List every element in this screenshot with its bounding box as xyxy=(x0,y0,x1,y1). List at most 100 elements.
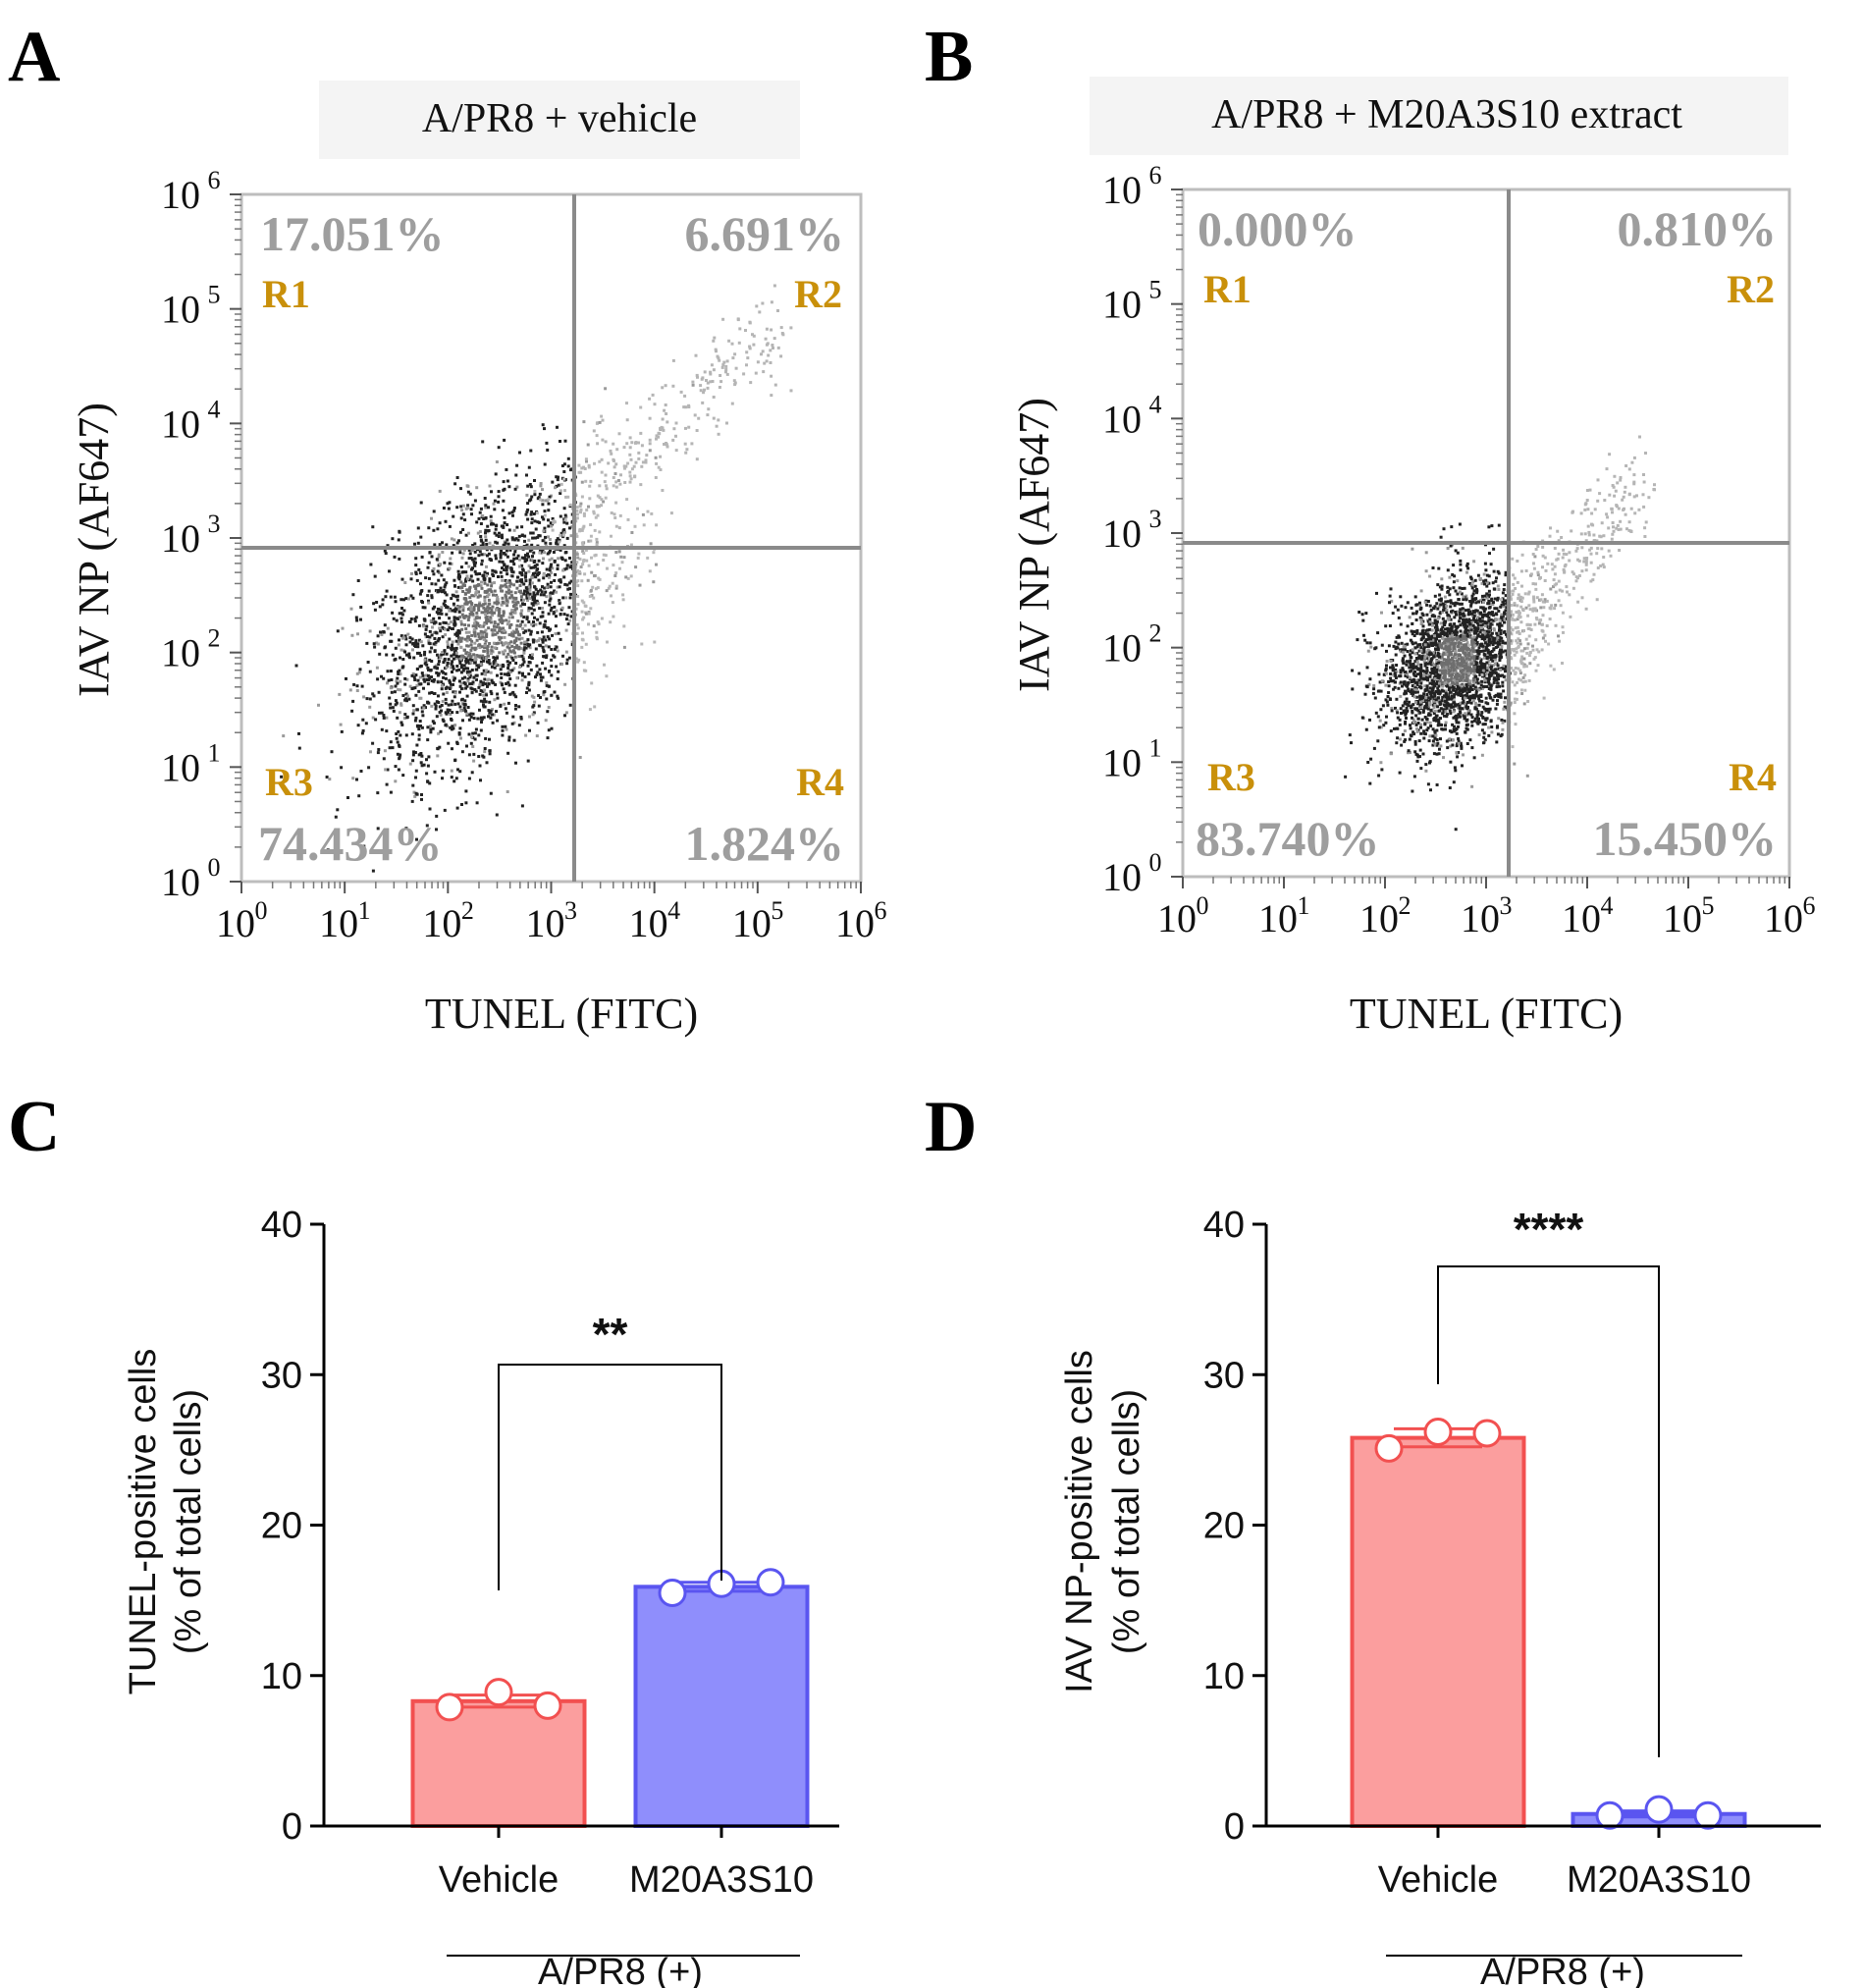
flow-event-dot xyxy=(1502,674,1506,678)
flow-event-dot xyxy=(595,630,599,634)
flow-event-dot xyxy=(1457,725,1460,728)
flow-event-dot xyxy=(450,620,453,624)
flow-event-dot xyxy=(575,516,579,520)
flow-event-dot xyxy=(564,650,568,654)
flow-event-dot xyxy=(434,704,438,708)
flow-event-dot xyxy=(1490,599,1494,602)
flow-event-dot xyxy=(1439,603,1443,607)
flow-event-dot xyxy=(414,564,418,567)
flow-event-dot xyxy=(438,745,442,749)
flow-event-dot xyxy=(484,613,488,616)
flow-event-dot xyxy=(467,531,470,535)
flow-event-dot xyxy=(683,394,687,398)
flow-event-dot xyxy=(1449,618,1453,621)
flow-event-dot xyxy=(452,667,455,671)
flow-event-dot xyxy=(586,443,590,447)
flow-event-dot xyxy=(488,611,492,615)
flow-event-dot xyxy=(448,562,452,565)
flow-event-dot xyxy=(442,720,446,724)
flow-event-dot xyxy=(360,684,364,688)
flow-event-dot xyxy=(551,480,555,484)
flow-event-dot xyxy=(539,593,543,597)
flow-event-dot xyxy=(1534,587,1538,591)
flow-event-dot xyxy=(394,765,398,769)
flow-event-dot xyxy=(622,464,626,468)
flow-event-dot xyxy=(749,381,753,385)
flow-event-dot xyxy=(1510,597,1513,601)
flow-event-dot xyxy=(583,467,587,470)
panel-a-r4-label: R4 xyxy=(796,760,844,804)
flow-event-dot xyxy=(455,476,459,479)
flow-event-dot xyxy=(552,519,556,523)
flow-event-dot xyxy=(467,777,471,780)
flow-event-dot xyxy=(593,573,597,577)
flow-event-dot xyxy=(438,654,442,658)
flow-event-dot xyxy=(1468,631,1471,635)
flow-event-dot xyxy=(500,682,504,686)
flow-event-dot xyxy=(499,619,503,623)
flow-event-dot xyxy=(483,621,487,625)
flow-event-dot xyxy=(543,601,547,605)
flow-event-dot xyxy=(580,579,584,583)
flow-event-dot xyxy=(639,405,643,409)
flow-event-dot xyxy=(644,460,648,464)
flow-event-dot xyxy=(582,601,586,605)
flow-event-dot xyxy=(483,602,487,606)
flow-event-dot xyxy=(622,624,626,628)
flow-event-dot xyxy=(528,715,531,719)
flow-event-dot xyxy=(1411,612,1415,616)
flow-event-dot xyxy=(1452,602,1456,606)
flow-event-dot xyxy=(438,521,442,525)
flow-event-dot xyxy=(1462,753,1465,757)
flow-event-dot xyxy=(1520,553,1524,557)
flow-event-dot xyxy=(386,626,390,630)
flow-event-dot xyxy=(498,610,502,614)
flow-event-dot xyxy=(1441,617,1445,620)
flow-event-dot xyxy=(655,563,658,566)
flow-event-dot xyxy=(390,678,394,681)
flow-event-dot xyxy=(550,693,554,697)
flow-event-dot xyxy=(514,537,518,541)
flow-event-dot xyxy=(1457,741,1461,745)
flow-event-dot xyxy=(541,661,545,665)
flow-event-dot xyxy=(520,678,524,682)
flow-event-dot xyxy=(694,353,698,357)
flow-event-dot xyxy=(1428,610,1432,614)
flow-event-dot xyxy=(610,511,613,514)
flow-event-dot xyxy=(480,604,484,608)
flow-event-dot xyxy=(1499,632,1503,635)
flow-event-dot xyxy=(1444,661,1448,665)
flow-event-dot xyxy=(470,690,474,694)
flow-event-dot xyxy=(1488,707,1492,711)
flow-event-dot xyxy=(1477,671,1481,674)
flow-event-dot xyxy=(1467,700,1471,704)
flow-event-dot xyxy=(1418,694,1422,698)
flow-event-dot xyxy=(1431,651,1435,655)
flow-event-dot xyxy=(1474,703,1478,707)
flow-event-dot xyxy=(1495,685,1499,689)
flow-event-dot xyxy=(398,557,401,561)
flow-event-dot xyxy=(395,736,399,740)
flow-event-dot xyxy=(402,598,405,602)
flow-event-dot xyxy=(628,480,632,484)
flow-event-dot xyxy=(373,608,377,612)
flow-event-dot xyxy=(1432,680,1436,683)
flow-event-dot xyxy=(1471,614,1474,618)
flow-event-dot xyxy=(1453,671,1457,674)
flow-event-dot xyxy=(408,636,412,640)
flow-event-dot xyxy=(562,528,566,532)
flow-event-dot xyxy=(1496,569,1500,573)
flow-event-dot xyxy=(619,555,623,559)
flow-event-dot xyxy=(1419,679,1423,683)
flow-event-dot xyxy=(1481,723,1485,726)
flow-event-dot xyxy=(411,596,415,600)
flow-event-dot xyxy=(514,603,518,607)
flow-event-dot xyxy=(543,655,547,659)
flow-event-dot xyxy=(580,466,584,470)
flow-event-dot xyxy=(1424,706,1428,710)
flow-event-dot xyxy=(613,516,617,519)
flow-event-dot xyxy=(1522,702,1526,706)
flow-event-dot xyxy=(420,555,424,559)
flow-event-dot xyxy=(483,644,487,648)
flow-event-dot xyxy=(475,590,479,593)
